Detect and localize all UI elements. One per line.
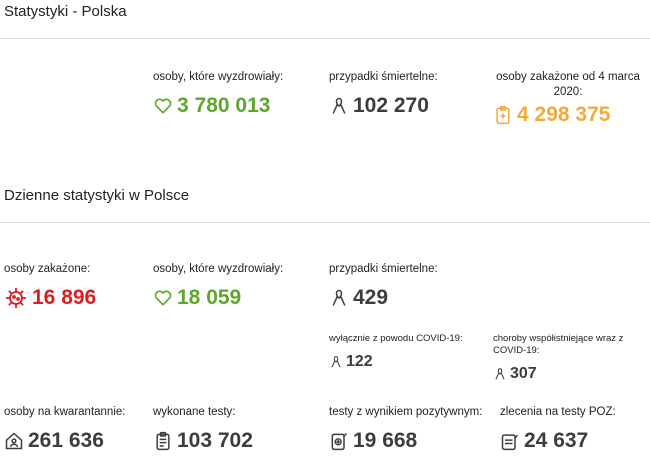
stat-value: 18 059 bbox=[177, 286, 242, 309]
stat-value: 19 668 bbox=[353, 429, 418, 452]
stat-label: osoby na kwarantannie: bbox=[4, 406, 126, 418]
divider bbox=[0, 222, 650, 223]
stat-daily-deaths-covid-only: wyłącznie z powodu COVID-19: 122 bbox=[329, 333, 479, 371]
stat-label: wykonane testy: bbox=[153, 406, 236, 418]
stat-value: 122 bbox=[346, 353, 373, 370]
stat-poland-recovered: osoby, które wyzdrowiały: 3 780 013 bbox=[153, 70, 318, 118]
stat-value: 4 298 375 bbox=[517, 103, 611, 126]
stat-label: testy z wynikiem pozytywnym: bbox=[329, 406, 483, 418]
divider bbox=[0, 38, 650, 39]
stat-value: 261 636 bbox=[28, 429, 104, 452]
stat-label: choroby współistniejące wraz z COVID-19: bbox=[493, 333, 624, 356]
stat-label: przypadki śmiertelne: bbox=[329, 71, 438, 83]
stat-daily-deaths-comorbid: choroby współistniejące wraz z COVID-19:… bbox=[493, 333, 645, 383]
stat-value: 307 bbox=[510, 365, 537, 382]
ribbon-icon bbox=[329, 287, 349, 309]
stat-daily-deaths: przypadki śmiertelne: 429 bbox=[329, 262, 479, 310]
stat-daily-recovered: osoby, które wyzdrowiały: 18 059 bbox=[153, 262, 318, 310]
heart-icon bbox=[153, 95, 173, 117]
heart-icon bbox=[153, 287, 173, 309]
stat-daily-tests-positive: testy z wynikiem pozytywnym: 19 668 bbox=[329, 405, 489, 453]
stat-value: 103 702 bbox=[177, 429, 253, 452]
stat-value: 102 270 bbox=[353, 94, 429, 117]
stat-label: przypadki śmiertelne: bbox=[329, 263, 438, 275]
stat-label: osoby zakażone od 4 marca 2020: bbox=[496, 71, 640, 98]
ribbon-icon bbox=[329, 354, 343, 370]
stat-daily-quarantine: osoby na kwarantannie: 261 636 bbox=[4, 405, 149, 453]
stat-label: zlecenia na testy POZ: bbox=[500, 406, 616, 418]
section-title-daily: Dzienne statystyki w Polsce bbox=[4, 187, 190, 204]
house-person-icon bbox=[4, 430, 24, 452]
stat-daily-infected: osoby zakażone: 16 896 bbox=[4, 262, 144, 310]
stat-value: 16 896 bbox=[32, 286, 97, 309]
virus-icon bbox=[4, 286, 28, 310]
ribbon-icon bbox=[329, 95, 349, 117]
stat-value: 3 780 013 bbox=[177, 94, 271, 117]
stat-label: osoby zakażone: bbox=[4, 263, 91, 275]
poz-order-icon bbox=[500, 430, 520, 452]
stat-daily-tests-done: wykonane testy: 103 702 bbox=[153, 405, 318, 453]
test-positive-icon bbox=[329, 430, 349, 452]
stat-label: osoby, które wyzdrowiały: bbox=[153, 263, 284, 275]
clipboard-medical-icon bbox=[493, 104, 513, 126]
stat-value: 429 bbox=[353, 286, 389, 309]
stat-value: 24 637 bbox=[524, 429, 589, 452]
stat-poland-deaths: przypadki śmiertelne: 102 270 bbox=[329, 70, 479, 118]
clipboard-list-icon bbox=[153, 430, 173, 452]
stat-daily-poz-orders: zlecenia na testy POZ: 24 637 bbox=[500, 405, 645, 453]
stat-poland-infected: osoby zakażone od 4 marca 2020: 4 298 37… bbox=[493, 70, 643, 127]
stat-label: osoby, które wyzdrowiały: bbox=[153, 71, 284, 83]
stat-label: wyłącznie z powodu COVID-19: bbox=[329, 333, 463, 344]
section-title-poland: Statystyki - Polska bbox=[4, 3, 127, 20]
ribbon-icon bbox=[493, 366, 507, 382]
